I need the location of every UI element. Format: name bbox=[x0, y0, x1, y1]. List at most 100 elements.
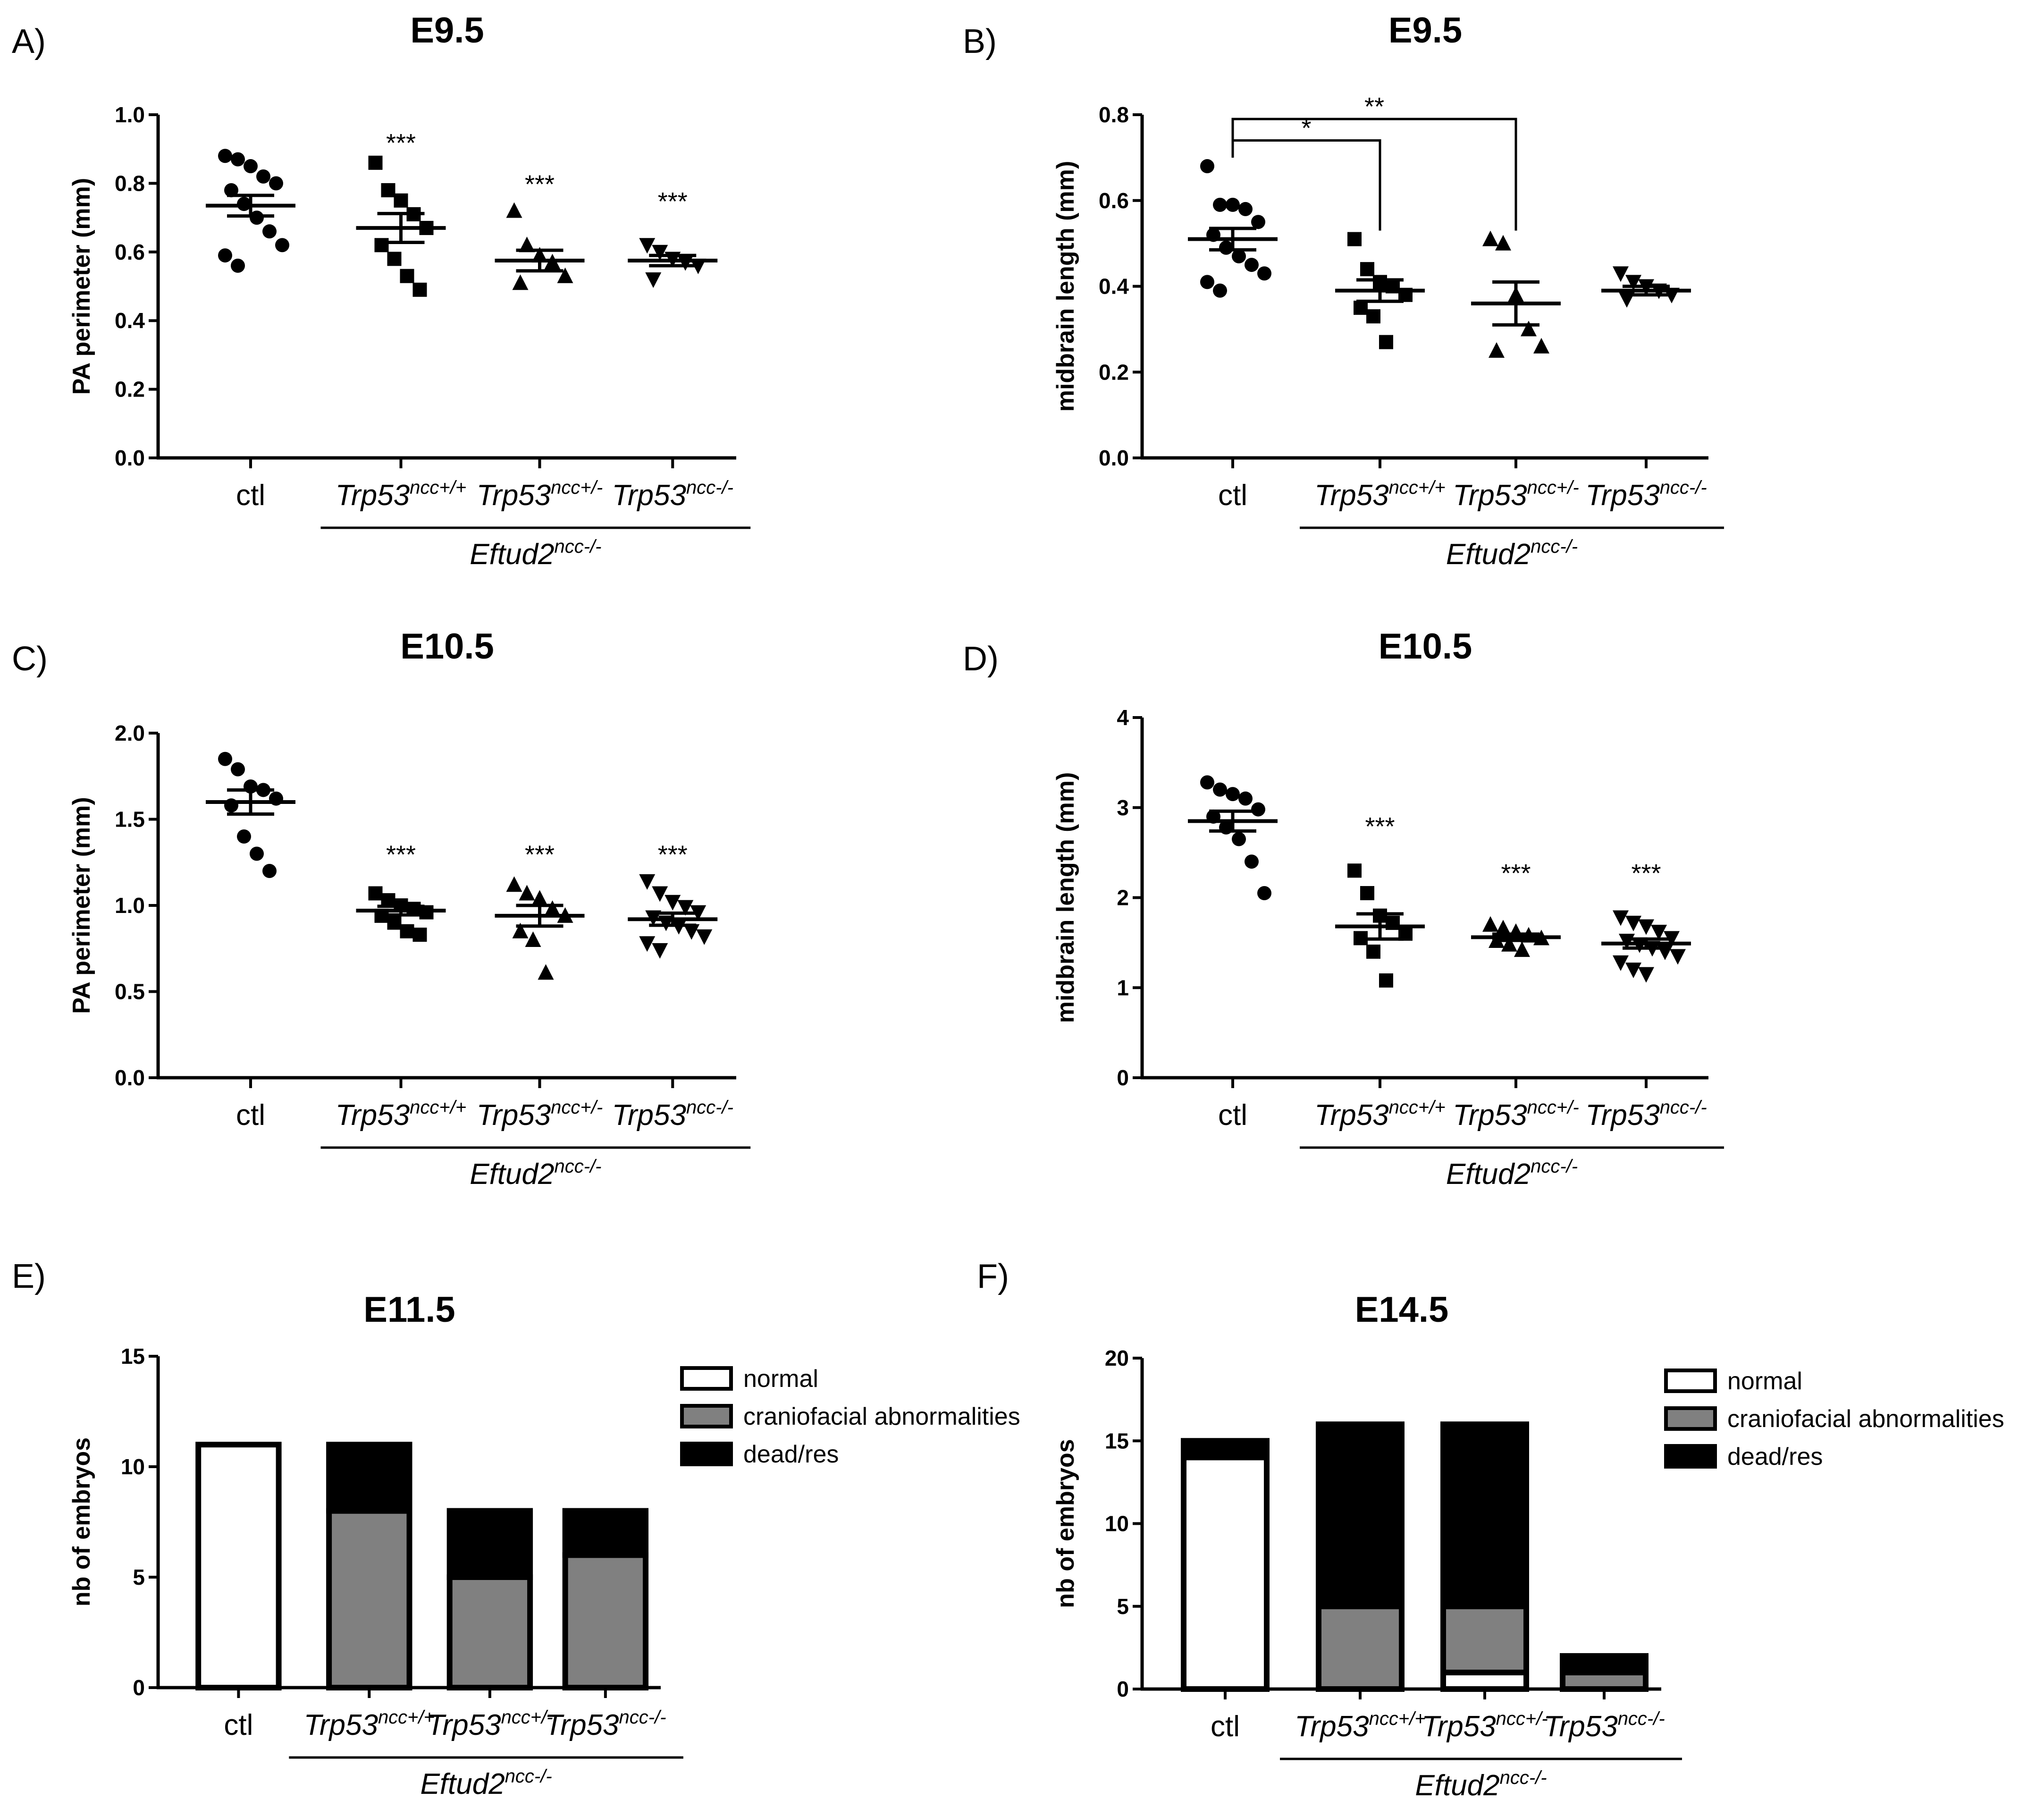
data-point bbox=[677, 255, 694, 271]
series-2 bbox=[1471, 230, 1561, 358]
data-point bbox=[512, 922, 529, 938]
data-point bbox=[412, 928, 427, 942]
x-tick-label-superscript: ncc+/+ bbox=[1389, 477, 1446, 498]
x-tick-label-1: Trp53ncc+/+ bbox=[336, 1097, 466, 1132]
data-point bbox=[1226, 197, 1240, 212]
data-point bbox=[1360, 262, 1374, 277]
data-point bbox=[1213, 197, 1227, 212]
panel-A: A) E9.5 0.0 0.2 0.4 0.6 0.8 1.0 PA perimeter (mm… bbox=[12, 10, 751, 571]
legend-label: craniofacial abnormalities bbox=[743, 1403, 1020, 1430]
y-axis-label: midbrain length (mm) bbox=[1052, 772, 1079, 1023]
data-point bbox=[237, 829, 251, 844]
panel-letter: A) bbox=[12, 23, 46, 60]
x-tick-label-superscript: ncc-/- bbox=[1660, 1097, 1707, 1118]
x-tick-label-base: ctl bbox=[236, 1099, 265, 1132]
series-1 bbox=[1335, 232, 1425, 349]
y-tick-label: 20 bbox=[1105, 1346, 1129, 1370]
data-point bbox=[262, 224, 277, 239]
x-tick-label-2: Trp53ncc+/- bbox=[1422, 1708, 1548, 1743]
series-2 bbox=[1471, 916, 1561, 957]
data-point bbox=[394, 193, 408, 208]
bar-segment-craniofacial-abnormalities bbox=[326, 1508, 412, 1691]
x-tick-label-superscript: ncc-/- bbox=[1618, 1708, 1665, 1729]
x-tick-label-3: Trp53ncc-/- bbox=[1543, 1708, 1665, 1743]
group-label-superscript: ncc-/- bbox=[1531, 536, 1578, 557]
data-point bbox=[519, 237, 535, 253]
y-tick-label: 2.0 bbox=[115, 721, 145, 745]
y-tick-label: 3 bbox=[1117, 795, 1129, 820]
legend-label: dead/res bbox=[1727, 1443, 1823, 1470]
data-point bbox=[1200, 275, 1214, 289]
x-tick-label-base: Trp53 bbox=[1422, 1710, 1496, 1743]
data-point bbox=[1360, 886, 1374, 900]
chart-title: E10.5 bbox=[400, 626, 494, 667]
bar-stack-1 bbox=[326, 1442, 412, 1691]
x-tick-label-superscript: ncc-/- bbox=[1660, 477, 1707, 498]
series-1 bbox=[356, 886, 446, 942]
y-tick-label: 2 bbox=[1117, 886, 1129, 910]
data-point bbox=[1238, 202, 1253, 216]
x-tick-label-2: Trp53ncc+/- bbox=[477, 1097, 603, 1132]
x-tick-label-0: ctl bbox=[236, 479, 265, 512]
series-0 bbox=[206, 149, 295, 273]
bar-segment-dead-res bbox=[1560, 1653, 1649, 1675]
data-point bbox=[256, 169, 270, 184]
y-tick-label: 5 bbox=[1117, 1594, 1129, 1619]
bar-stack-1 bbox=[1316, 1421, 1405, 1692]
data-point bbox=[677, 900, 694, 916]
data-point bbox=[683, 924, 700, 940]
data-point bbox=[387, 252, 402, 266]
group-label: Eftud2ncc-/- bbox=[470, 1156, 601, 1191]
panel-letter: E) bbox=[12, 1258, 46, 1295]
chart-title: E10.5 bbox=[1379, 626, 1472, 667]
x-tick-label-base: Trp53 bbox=[1295, 1710, 1369, 1743]
x-tick-label-1: Trp53ncc+/+ bbox=[1314, 477, 1445, 512]
x-tick-label-1: Trp53ncc+/+ bbox=[1295, 1708, 1425, 1743]
group-label: Eftud2ncc-/- bbox=[420, 1766, 552, 1800]
data-point bbox=[1625, 963, 1641, 979]
legend-swatch bbox=[1664, 1406, 1717, 1431]
x-tick-label-2: Trp53ncc+/- bbox=[477, 477, 603, 512]
data-point bbox=[1226, 787, 1240, 802]
panel-letter: C) bbox=[12, 640, 48, 678]
series-1 bbox=[356, 155, 446, 297]
data-point bbox=[1354, 300, 1368, 315]
significance-stars: *** bbox=[658, 841, 688, 869]
data-point bbox=[400, 269, 414, 283]
data-point bbox=[544, 900, 561, 916]
bar-stack-3 bbox=[562, 1508, 649, 1690]
group-label-base: Eftud2 bbox=[470, 1158, 554, 1191]
bracket-stars: ** bbox=[1364, 93, 1384, 121]
legend-swatch bbox=[680, 1366, 733, 1391]
chart-title: E14.5 bbox=[1355, 1290, 1449, 1330]
x-tick-label-superscript: ncc-/- bbox=[686, 477, 733, 498]
data-point bbox=[387, 915, 402, 930]
chart-title: E11.5 bbox=[363, 1290, 455, 1330]
x-tick-label-2: Trp53ncc+/- bbox=[427, 1707, 553, 1741]
data-point bbox=[218, 149, 232, 163]
data-point bbox=[250, 211, 264, 225]
y-tick-label: 0.8 bbox=[115, 171, 145, 195]
y-tick-label: 0 bbox=[133, 1675, 145, 1700]
group-label: Eftud2ncc-/- bbox=[1446, 536, 1578, 571]
legend: normal craniofacial abnormalities dead/res bbox=[1664, 1368, 2004, 1470]
data-point bbox=[1238, 791, 1253, 806]
data-point bbox=[1366, 309, 1380, 324]
data-point bbox=[250, 846, 264, 861]
x-tick-label-base: ctl bbox=[1211, 1710, 1240, 1743]
series-0 bbox=[1188, 775, 1278, 900]
bar-segment-normal bbox=[1181, 1454, 1270, 1692]
data-point bbox=[1482, 916, 1498, 932]
chart-title: E9.5 bbox=[410, 10, 484, 51]
bar-segment-dead-res bbox=[562, 1508, 649, 1558]
bar-segment-dead-res bbox=[326, 1442, 412, 1514]
y-axis-label: nb of embryos bbox=[68, 1437, 95, 1606]
y-tick-label: 5 bbox=[133, 1565, 145, 1589]
data-point bbox=[1200, 775, 1214, 790]
x-tick-label-base: ctl bbox=[1218, 479, 1247, 512]
y-tick-label: 10 bbox=[1105, 1512, 1129, 1536]
x-tick-label-1: Trp53ncc+/+ bbox=[304, 1707, 435, 1741]
group-label-superscript: ncc-/- bbox=[555, 1156, 602, 1177]
